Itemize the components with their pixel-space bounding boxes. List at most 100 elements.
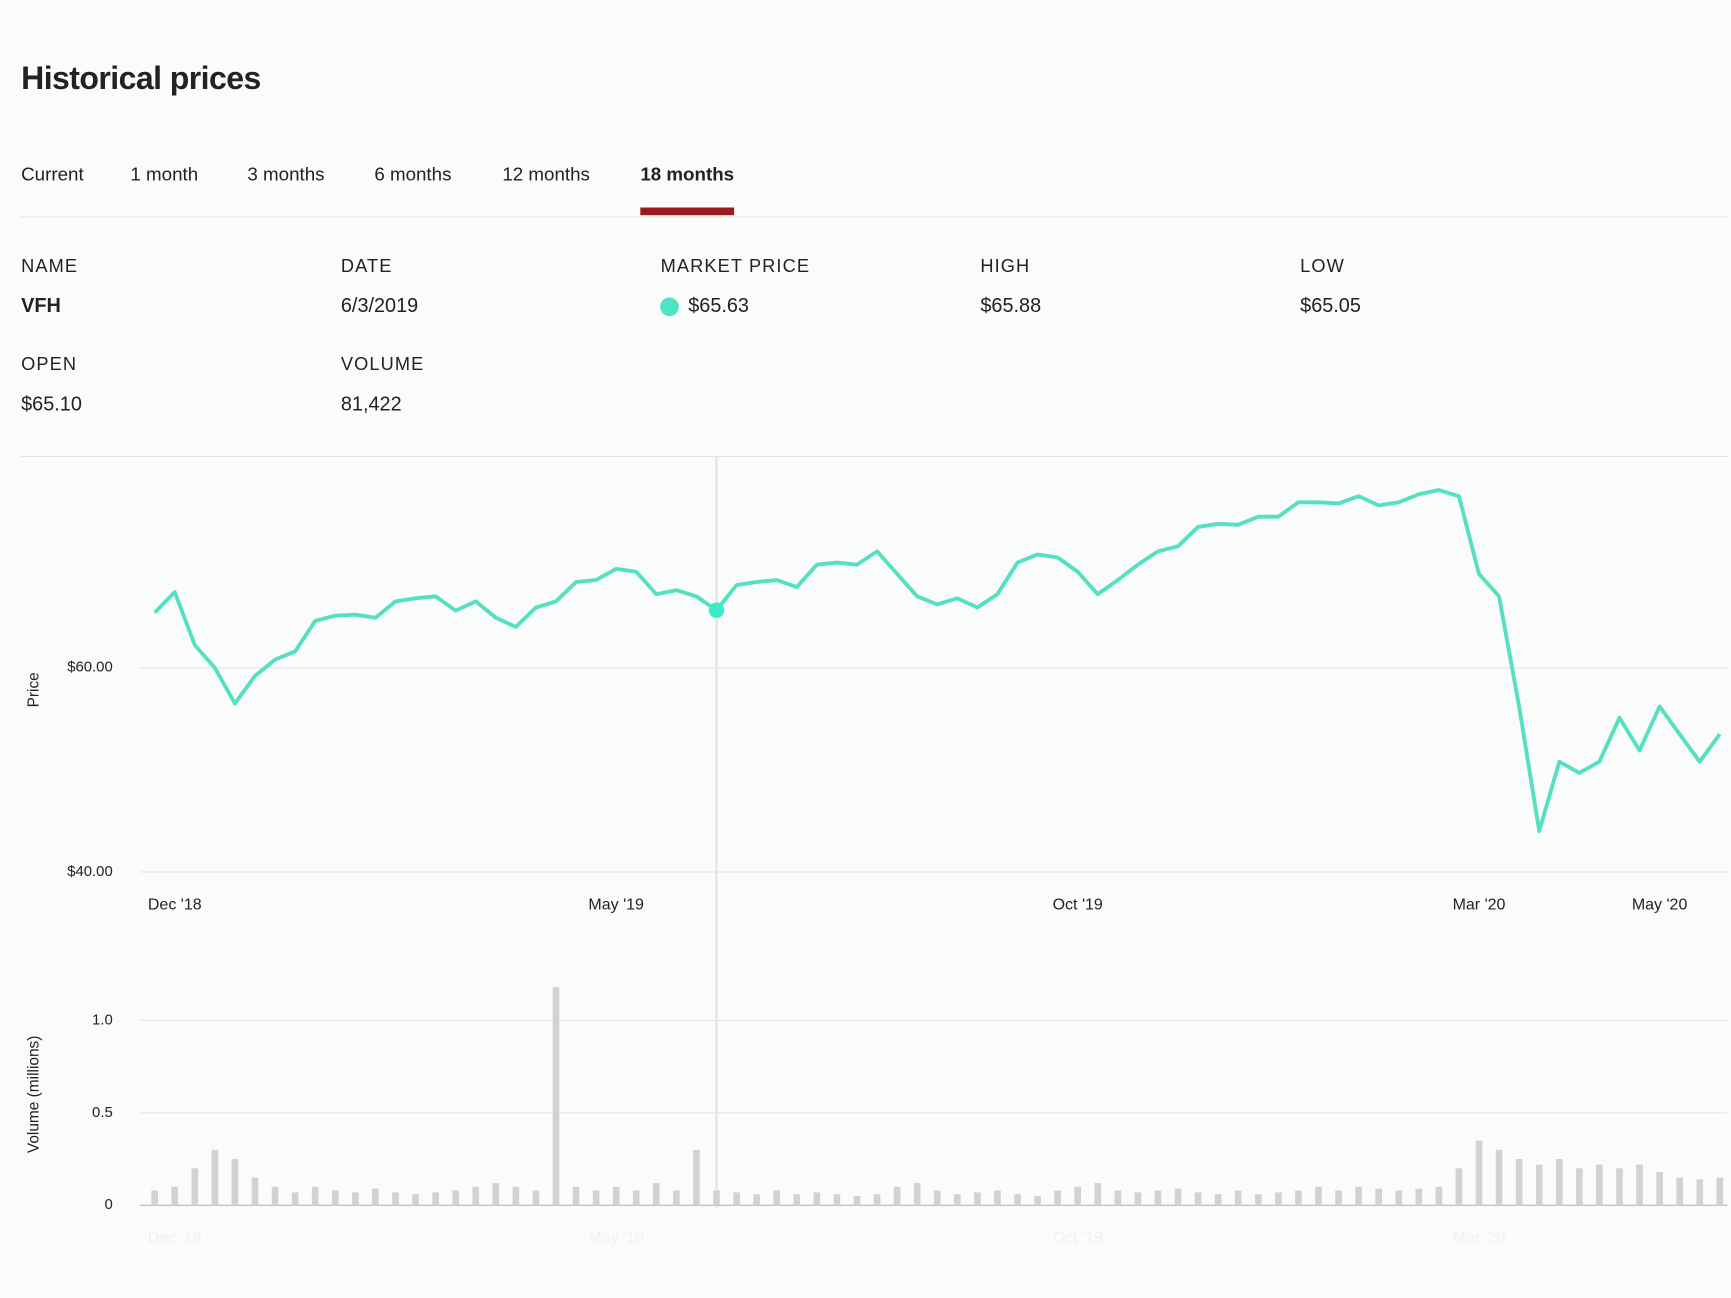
volume-bar xyxy=(1315,1186,1322,1206)
volume-bar xyxy=(713,1190,720,1206)
field-value: 6/3/2019 xyxy=(341,295,418,317)
volume-bar xyxy=(632,1190,640,1206)
volume-bar xyxy=(1676,1177,1683,1206)
volume-bar xyxy=(1034,1196,1041,1206)
volume-bar xyxy=(492,1183,500,1206)
volume-bar xyxy=(1134,1192,1142,1206)
active-tab-indicator xyxy=(640,207,735,216)
volume-bar xyxy=(412,1194,419,1206)
field-value: $65.10 xyxy=(21,393,82,415)
price-line xyxy=(153,488,1722,834)
volume-bar xyxy=(994,1190,1001,1206)
volume-bar xyxy=(1656,1172,1663,1206)
tab[interactable]: 6 months xyxy=(374,163,451,184)
volume-bar xyxy=(913,1183,921,1206)
volume-bar xyxy=(773,1190,781,1206)
volume-bar xyxy=(552,987,560,1206)
volume-bar xyxy=(833,1194,841,1206)
volume-bar xyxy=(1335,1190,1342,1206)
x-tick-label: May '20 xyxy=(1632,896,1688,913)
volume-bar xyxy=(1254,1194,1262,1206)
volume-bar xyxy=(1515,1159,1523,1206)
volume-bar xyxy=(372,1188,379,1206)
field-value: $65.63 xyxy=(688,295,749,317)
volume-bar xyxy=(853,1196,861,1206)
volume-bar xyxy=(1596,1164,1603,1206)
field-value: $65.05 xyxy=(1300,295,1361,317)
x-tick-label: Dec '18 xyxy=(148,896,202,913)
volume-bar xyxy=(291,1192,299,1206)
field-label: LOW xyxy=(1300,256,1345,276)
x-tick-label: Oct '19 xyxy=(1053,896,1103,913)
y-tick-label: 0.5 xyxy=(92,1105,113,1121)
volume-bar xyxy=(813,1192,821,1206)
volume-bar xyxy=(432,1192,439,1206)
volume-bar xyxy=(733,1192,740,1206)
volume-bar xyxy=(452,1190,459,1206)
volume-bar xyxy=(1194,1192,1202,1206)
volume-bar xyxy=(1014,1194,1021,1206)
field-label: HIGH xyxy=(980,256,1030,276)
volume-bar xyxy=(793,1194,801,1206)
field-label: NAME xyxy=(21,256,78,276)
volume-bar xyxy=(1616,1168,1623,1206)
x-tick-label: Dec '18 xyxy=(148,1230,202,1247)
volume-bar xyxy=(171,1186,179,1206)
field-value: $65.88 xyxy=(980,295,1041,317)
y-axis-label: Volume (millions) xyxy=(25,1036,42,1154)
y-tick-label: $60.00 xyxy=(67,660,113,676)
x-tick-label: Mar '20 xyxy=(1453,896,1506,913)
field-value: 81,422 xyxy=(341,393,402,415)
volume-bar xyxy=(1475,1140,1483,1206)
volume-bar xyxy=(933,1190,941,1206)
tab[interactable]: 18 months xyxy=(640,163,734,184)
volume-bar xyxy=(1074,1186,1082,1206)
volume-bar xyxy=(1094,1183,1102,1206)
volume-bar xyxy=(392,1192,399,1206)
volume-bar xyxy=(1275,1192,1282,1206)
field-label: MARKET PRICE xyxy=(661,256,810,276)
volume-bar xyxy=(974,1192,981,1206)
x-tick-label: Mar '20 xyxy=(1453,1230,1506,1247)
volume-bar xyxy=(1375,1188,1382,1206)
volume-bar xyxy=(673,1190,680,1206)
volume-bar xyxy=(1636,1164,1643,1206)
volume-bar xyxy=(1214,1194,1222,1206)
volume-bar xyxy=(1455,1168,1463,1206)
volume-bar xyxy=(1555,1159,1563,1206)
title: Historical prices xyxy=(21,60,261,96)
x-tick-label: May '19 xyxy=(588,896,644,913)
volume-bar xyxy=(512,1186,520,1206)
volume-bar xyxy=(311,1186,319,1206)
volume-bar xyxy=(191,1168,199,1206)
field-value: VFH xyxy=(21,295,61,317)
volume-bar xyxy=(1234,1190,1242,1206)
selected-point xyxy=(708,602,725,619)
volume-bar xyxy=(572,1186,580,1206)
tab[interactable]: 1 month xyxy=(130,163,198,184)
volume-bar xyxy=(1154,1190,1162,1206)
y-axis-label: Price xyxy=(25,672,42,707)
price-dot xyxy=(660,297,679,317)
volume-bar xyxy=(251,1177,259,1206)
volume-bar xyxy=(271,1186,279,1206)
volume-bar xyxy=(693,1149,700,1206)
tab[interactable]: 3 months xyxy=(247,163,324,184)
volume-bar xyxy=(1174,1188,1182,1206)
volume-bar xyxy=(753,1194,760,1206)
volume-bar xyxy=(1355,1186,1362,1206)
volume-bar xyxy=(1114,1190,1122,1206)
volume-bar xyxy=(612,1186,620,1206)
volume-bar xyxy=(352,1192,359,1206)
volume-bar xyxy=(1295,1190,1302,1206)
volume-bar xyxy=(331,1190,339,1206)
volume-bar xyxy=(873,1194,881,1206)
tab[interactable]: Current xyxy=(21,163,84,184)
volume-bar xyxy=(653,1183,660,1206)
tab[interactable]: 12 months xyxy=(502,163,590,184)
volume-bar xyxy=(1054,1190,1061,1206)
volume-bar xyxy=(1435,1186,1443,1206)
volume-bar xyxy=(953,1194,961,1206)
